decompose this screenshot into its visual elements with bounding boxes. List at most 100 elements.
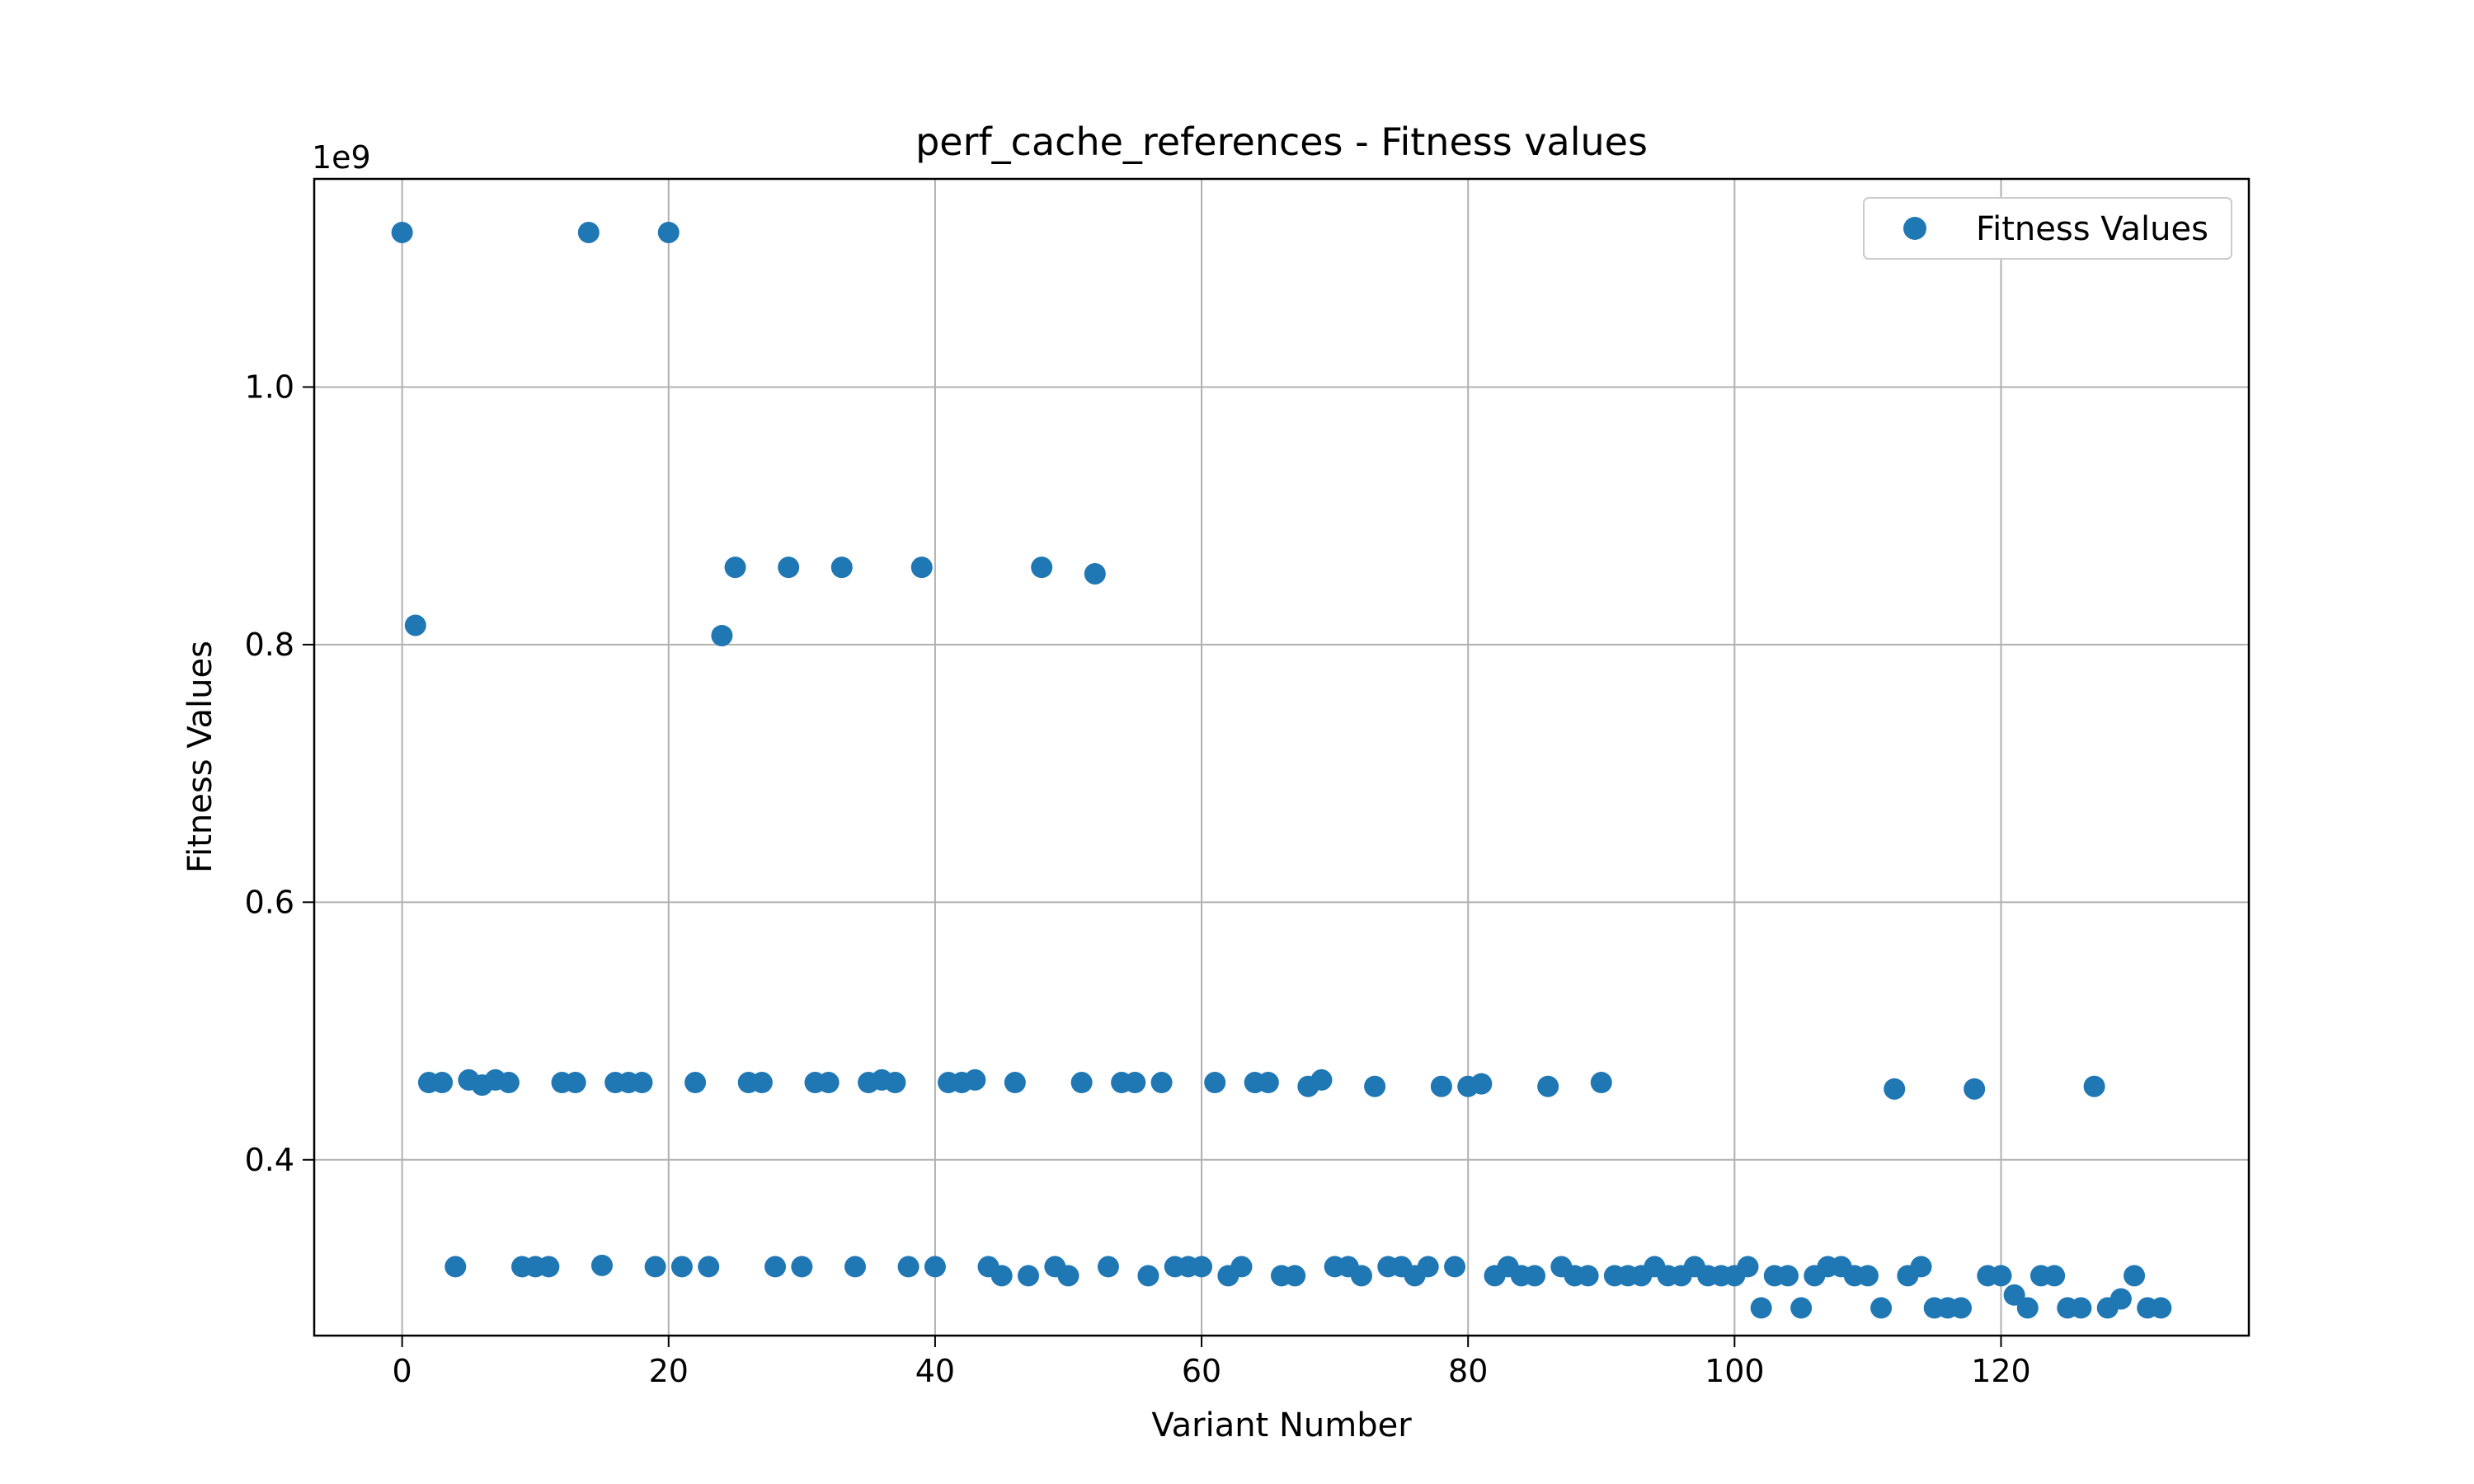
data-point	[1310, 1068, 1333, 1091]
data-point	[1470, 1073, 1493, 1095]
data-point	[590, 1254, 613, 1276]
data-point	[1750, 1297, 1772, 1319]
x-tick-label: 80	[1448, 1353, 1488, 1389]
data-point	[711, 624, 733, 646]
data-point	[1590, 1072, 1612, 1094]
data-point	[497, 1072, 520, 1094]
y-axis-label: Fitness Values	[181, 641, 219, 873]
data-point	[1990, 1265, 2012, 1287]
x-axis-ticks: 0 20 40 60 80 100 120	[393, 1336, 2031, 1389]
data-point	[724, 556, 746, 579]
data-point	[698, 1256, 720, 1278]
data-point	[2070, 1297, 2092, 1319]
data-point	[2124, 1265, 2146, 1287]
data-point	[1537, 1075, 1559, 1097]
data-point	[1776, 1265, 1799, 1287]
data-point	[1910, 1256, 1932, 1278]
data-point	[1856, 1265, 1879, 1287]
data-point	[1790, 1297, 1813, 1319]
data-point	[830, 556, 853, 579]
y-tick-label: 1.0	[245, 369, 294, 405]
legend-marker	[1903, 217, 1926, 240]
data-point	[2150, 1297, 2172, 1319]
data-point	[404, 614, 426, 636]
data-point	[577, 221, 600, 243]
data-point	[1124, 1072, 1146, 1094]
data-point	[1430, 1075, 1452, 1097]
x-tick-label: 60	[1182, 1353, 1221, 1389]
data-point	[2016, 1297, 2039, 1319]
chart-title: perf_cache_references - Fitness values	[915, 120, 1648, 164]
grid-lines	[314, 179, 2249, 1336]
y-tick-label: 0.6	[245, 884, 294, 920]
data-point	[964, 1068, 986, 1091]
data-point	[657, 221, 680, 243]
data-point	[1523, 1265, 1545, 1287]
y-tick-label: 0.8	[245, 627, 294, 663]
legend: Fitness Values	[1863, 197, 2232, 260]
data-point	[1577, 1265, 1599, 1287]
data-point	[990, 1265, 1013, 1287]
data-point	[1284, 1265, 1306, 1287]
data-point	[1950, 1297, 1973, 1319]
data-point	[924, 1256, 946, 1278]
data-point	[897, 1256, 920, 1278]
y-axis-offset-label: 1e9	[312, 139, 371, 176]
data-point	[631, 1072, 653, 1094]
data-point	[1364, 1075, 1386, 1097]
data-point	[1097, 1256, 1119, 1278]
x-tick-label: 120	[1971, 1353, 2031, 1389]
data-point	[1257, 1072, 1279, 1094]
data-point	[1084, 562, 1106, 585]
y-tick-label: 0.4	[245, 1142, 294, 1178]
x-tick-label: 100	[1705, 1353, 1765, 1389]
data-point	[431, 1072, 454, 1094]
data-point	[778, 556, 800, 579]
data-point	[1964, 1078, 1986, 1100]
data-point	[1444, 1256, 1466, 1278]
data-points	[391, 221, 2172, 1319]
data-point	[1870, 1297, 1893, 1319]
data-point	[1137, 1265, 1159, 1287]
data-point	[1884, 1078, 1906, 1100]
x-tick-label: 20	[649, 1353, 689, 1389]
data-point	[1204, 1072, 1226, 1094]
data-point	[391, 221, 413, 243]
data-point	[1350, 1265, 1372, 1287]
x-tick-label: 0	[393, 1353, 412, 1389]
data-point	[1737, 1256, 1759, 1278]
data-point	[1150, 1072, 1173, 1094]
x-tick-label: 40	[915, 1353, 955, 1389]
data-point	[1031, 556, 1053, 579]
data-point	[1417, 1256, 1439, 1278]
data-point	[1004, 1072, 1026, 1094]
data-point	[764, 1256, 787, 1278]
data-point	[1018, 1265, 1040, 1287]
data-point	[444, 1256, 467, 1278]
data-point	[2109, 1288, 2132, 1310]
data-point	[564, 1072, 586, 1094]
data-point	[1191, 1256, 1213, 1278]
data-point	[2044, 1265, 2066, 1287]
x-axis-label: Variant Number	[1151, 1407, 1412, 1444]
data-point	[844, 1256, 866, 1278]
data-point	[1230, 1256, 1253, 1278]
data-point	[791, 1256, 813, 1278]
data-point	[817, 1072, 840, 1094]
y-axis-ticks: 0.4 0.6 0.8 1.0	[245, 369, 314, 1178]
data-point	[884, 1072, 906, 1094]
data-point	[910, 556, 933, 579]
legend-label: Fitness Values	[1976, 210, 2208, 248]
data-point	[644, 1256, 666, 1278]
legend-box	[1863, 197, 2232, 260]
data-point	[1057, 1265, 1079, 1287]
data-point	[2003, 1284, 2025, 1306]
plot-frame	[313, 177, 2251, 1337]
data-point	[538, 1256, 560, 1278]
data-point	[1070, 1072, 1093, 1094]
data-point	[750, 1072, 773, 1094]
data-point	[2083, 1075, 2105, 1097]
data-point	[684, 1072, 707, 1094]
data-point	[670, 1256, 693, 1278]
